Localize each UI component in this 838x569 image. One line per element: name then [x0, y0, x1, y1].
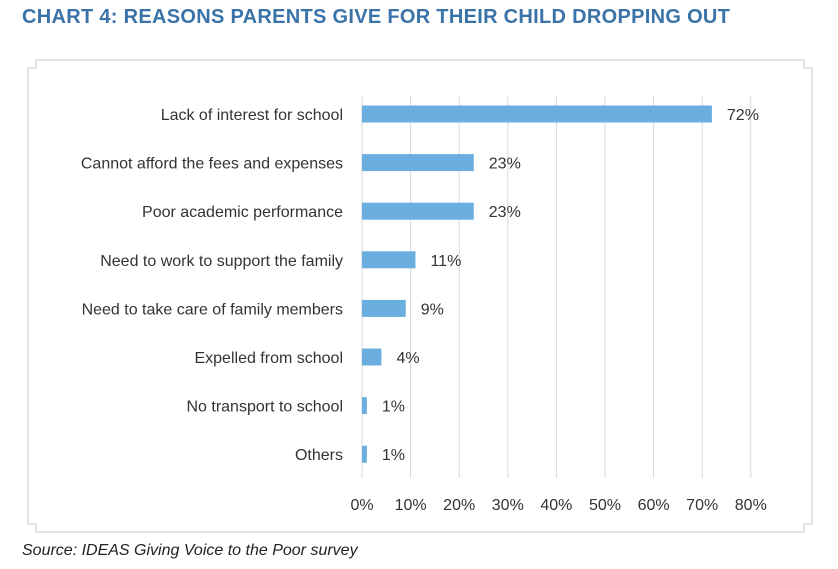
x-tick-label-40: 40%: [540, 497, 572, 514]
bar-2: [362, 154, 474, 172]
data-label-5: 9%: [421, 301, 444, 318]
bar-5: [362, 299, 406, 317]
bar-1: [362, 105, 712, 123]
x-tick-label-50: 50%: [589, 497, 621, 514]
gridlines: [361, 96, 752, 478]
bar-6: [362, 348, 382, 366]
x-tick-label-10: 10%: [395, 497, 427, 514]
category-label-3: Poor academic performance: [142, 204, 343, 221]
data-label-1: 72%: [727, 107, 759, 124]
data-label-4: 11%: [430, 253, 461, 270]
x-axis-ticks: 0% 10% 20% 30% 40% 50% 60% 70% 80%: [350, 497, 766, 514]
bars: [362, 105, 712, 463]
category-label-7: No transport to school: [186, 399, 343, 416]
x-tick-label-70: 70%: [686, 497, 718, 514]
chart-title: CHART 4: REASONS PARENTS GIVE FOR THEIR …: [22, 6, 731, 28]
category-label-2: Cannot afford the fees and expenses: [81, 156, 343, 173]
source-note: Source: IDEAS Giving Voice to the Poor s…: [22, 542, 358, 559]
x-tick-label-80: 80%: [735, 497, 767, 514]
data-label-6: 4%: [396, 350, 419, 367]
bar-4: [362, 251, 416, 269]
category-label-1: Lack of interest for school: [161, 107, 343, 124]
bar-3: [362, 202, 474, 220]
category-label-6: Expelled from school: [194, 350, 343, 367]
chart-frame: [27, 59, 813, 533]
data-label-2: 23%: [489, 156, 521, 173]
category-label-5: Need to take care of family members: [82, 301, 343, 318]
category-label-4: Need to work to support the family: [100, 253, 343, 270]
data-labels: 72% 23% 23% 11% 9% 4% 1% 1%: [382, 107, 759, 464]
x-tick-label-60: 60%: [638, 497, 670, 514]
bar-8: [362, 445, 367, 463]
bar-7: [362, 397, 367, 415]
data-label-8: 1%: [382, 447, 405, 464]
category-label-8: Others: [295, 447, 343, 464]
x-tick-label-30: 30%: [492, 497, 524, 514]
x-tick-label-0: 0%: [350, 497, 373, 514]
x-tick-label-20: 20%: [443, 497, 475, 514]
chart-frame-border: [27, 59, 813, 533]
data-label-3: 23%: [489, 204, 521, 221]
data-label-7: 1%: [382, 399, 405, 416]
category-labels: Lack of interest for school Cannot afford…: [81, 107, 343, 464]
